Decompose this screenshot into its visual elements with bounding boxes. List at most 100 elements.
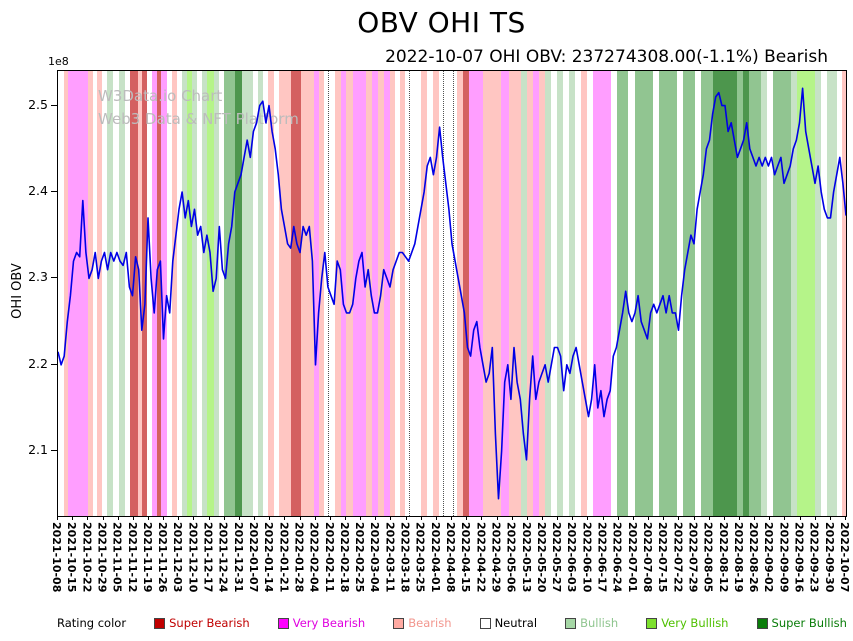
x-tick-mark xyxy=(238,516,240,520)
rating-band-bu xyxy=(181,71,188,516)
rating-band-sb xyxy=(463,71,470,516)
x-tick-label: 2021-11-05 xyxy=(110,522,124,593)
y-tick-label: 2.3 xyxy=(28,269,48,285)
neutral-day-gridline xyxy=(442,71,444,516)
x-tick-label: 2022-05-27 xyxy=(550,522,564,593)
rating-band-b xyxy=(335,71,341,516)
rating-band-vb xyxy=(469,71,483,516)
y-tick-label: 2.5 xyxy=(28,96,48,112)
x-tick-label: 2022-09-16 xyxy=(792,522,806,593)
x-tick-mark xyxy=(738,516,740,520)
x-tick-mark xyxy=(72,516,74,520)
x-tick-mark xyxy=(178,516,180,520)
rating-band-b xyxy=(366,71,372,516)
x-tick-label: 2022-04-29 xyxy=(489,522,503,593)
legend-swatch xyxy=(154,617,166,629)
x-tick-label: 2022-07-29 xyxy=(686,522,700,593)
x-tick-mark xyxy=(329,516,331,520)
rating-band-vb xyxy=(533,71,539,516)
rating-band-vbu xyxy=(206,71,214,516)
x-tick-label: 2022-01-21 xyxy=(277,522,291,593)
x-tick-label: 2022-06-03 xyxy=(565,522,579,593)
rating-band-bu2 xyxy=(772,71,791,516)
x-tick-label: 2022-04-08 xyxy=(444,522,457,593)
y-tick-mark xyxy=(51,104,57,106)
x-tick-mark xyxy=(360,516,362,520)
legend-item-super-bearish: Super Bearish xyxy=(154,616,250,630)
x-tick-label: 2021-11-19 xyxy=(140,522,154,593)
x-tick-mark xyxy=(572,516,574,520)
x-tick-label: 2022-09-23 xyxy=(807,522,821,593)
x-tick-mark xyxy=(481,516,483,520)
rating-band-vb xyxy=(352,71,367,516)
rating-band-b xyxy=(508,71,522,516)
rating-band-bu2 xyxy=(749,71,761,516)
x-tick-mark xyxy=(845,516,846,520)
x-tick-mark xyxy=(193,516,195,520)
y-tick-mark xyxy=(51,363,57,365)
rating-band-b xyxy=(526,71,534,516)
x-tick-label: 2022-03-11 xyxy=(383,522,397,593)
y-tick-mark xyxy=(51,450,57,452)
x-tick-label: 2021-12-10 xyxy=(186,522,200,593)
x-tick-mark xyxy=(754,516,756,520)
obv-line xyxy=(58,87,846,500)
x-tick-mark xyxy=(223,516,225,520)
rating-band-vb xyxy=(151,71,158,516)
rating-band-sb xyxy=(129,71,139,516)
x-tick-label: 2022-02-25 xyxy=(353,522,367,593)
x-tick-mark xyxy=(87,516,89,520)
x-tick-mark xyxy=(723,516,725,520)
rating-band-sbu xyxy=(712,71,738,516)
neutral-day-gridline xyxy=(328,71,330,516)
rating-band-bu2 xyxy=(682,71,695,516)
x-tick-label: 2022-01-07 xyxy=(247,522,260,593)
legend-swatch xyxy=(756,617,768,629)
x-tick-label: 2022-04-15 xyxy=(459,522,473,593)
x-tick-label: 2021-10-22 xyxy=(80,522,94,593)
rating-band-b xyxy=(400,71,405,516)
rating-band-vb xyxy=(384,71,390,516)
x-tick-mark xyxy=(617,516,619,520)
x-tick-label: 2022-04-22 xyxy=(474,522,488,593)
x-tick-mark xyxy=(526,516,528,520)
rating-band-vb xyxy=(500,71,509,516)
x-tick-label: 2022-05-20 xyxy=(534,522,548,593)
rating-band-b xyxy=(456,71,463,516)
chart-subtitle: 2022-10-07 OHI OBV: 237274308.00(-1.1%) … xyxy=(385,47,828,67)
rating-band-bu xyxy=(202,71,207,516)
x-tick-label: 2021-10-08 xyxy=(50,522,63,593)
x-tick-label: 2022-02-18 xyxy=(337,522,351,593)
x-tick-mark xyxy=(208,516,210,520)
legend-item-super-bullish: Super Bullish xyxy=(756,616,847,630)
rating-band-b xyxy=(345,71,353,516)
legend-item-label: Bullish xyxy=(580,616,619,630)
y-tick-label: 2.1 xyxy=(28,442,48,458)
x-tick-label: 2022-06-10 xyxy=(580,522,594,593)
rating-band-bu xyxy=(545,71,552,516)
rating-band-b xyxy=(278,71,292,516)
rating-band-b xyxy=(433,71,439,516)
x-tick-mark xyxy=(284,516,286,520)
x-tick-label: 2021-12-24 xyxy=(216,522,230,593)
legend-item-very-bullish: Very Bullish xyxy=(646,616,728,630)
rating-band-sbu xyxy=(742,71,750,516)
rating-band-b xyxy=(87,71,93,516)
x-tick-mark xyxy=(344,516,346,520)
x-tick-mark xyxy=(147,516,149,520)
watermark-line1: W3Data.io Chart xyxy=(98,87,223,105)
legend-swatch xyxy=(565,617,577,629)
rating-band-bu2 xyxy=(616,71,629,516)
legend-title: Rating color xyxy=(57,616,127,630)
x-tick-mark xyxy=(132,516,134,520)
x-tick-mark xyxy=(269,516,271,520)
x-tick-label: 2021-11-26 xyxy=(156,522,170,593)
rating-band-b xyxy=(581,71,587,516)
rating-band-b xyxy=(482,71,501,516)
x-tick-label: 2021-11-12 xyxy=(125,522,139,593)
x-tick-label: 2022-09-02 xyxy=(762,522,776,593)
rating-legend: Rating color Super Bearish Very Bearish Be… xyxy=(57,616,847,630)
legend-item-label: Super Bullish xyxy=(771,616,847,630)
y-tick-label: 2.4 xyxy=(28,182,48,198)
